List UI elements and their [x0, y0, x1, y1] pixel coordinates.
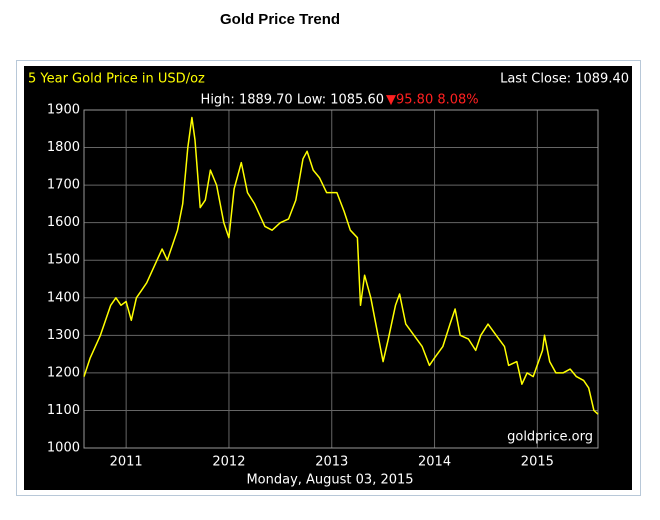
- y-tick-label: 1000: [47, 441, 80, 456]
- date-label: Monday, August 03, 2015: [246, 473, 413, 488]
- price-line: [83, 116, 599, 415]
- y-tick-label: 1900: [47, 103, 80, 118]
- x-tick-label: 2015: [521, 455, 554, 470]
- watermark: goldprice.org: [507, 430, 593, 445]
- plot-area: 1000 1100 1200 1300 1400 1500 1600 1700 1800 1900…: [47, 103, 599, 470]
- x-tick-label: 2014: [418, 455, 451, 470]
- y-tick-label: 1700: [47, 178, 80, 193]
- y-tick-label: 1500: [47, 253, 80, 268]
- y-tick-label: 1400: [47, 290, 80, 305]
- y-tick-label: 1100: [47, 403, 80, 418]
- y-tick-label: 1600: [47, 215, 80, 230]
- last-close: Last Close: 1089.40: [500, 72, 629, 87]
- page-title: Gold Price Trend: [220, 11, 340, 28]
- chart-subtitle: 5 Year Gold Price in USD/oz: [28, 72, 205, 87]
- price-change: ▼95.80 8.08%: [386, 93, 479, 108]
- x-tick-label: 2011: [110, 455, 143, 470]
- x-tick-label: 2012: [212, 455, 245, 470]
- y-tick-label: 1800: [47, 140, 80, 155]
- high-low: High: 1889.70 Low: 1085.60: [201, 93, 384, 108]
- x-tick-label: 2013: [315, 455, 348, 470]
- y-tick-label: 1200: [47, 365, 80, 380]
- plot-frame: [83, 109, 599, 449]
- chart-background: [24, 66, 632, 490]
- y-tick-label: 1300: [47, 328, 80, 343]
